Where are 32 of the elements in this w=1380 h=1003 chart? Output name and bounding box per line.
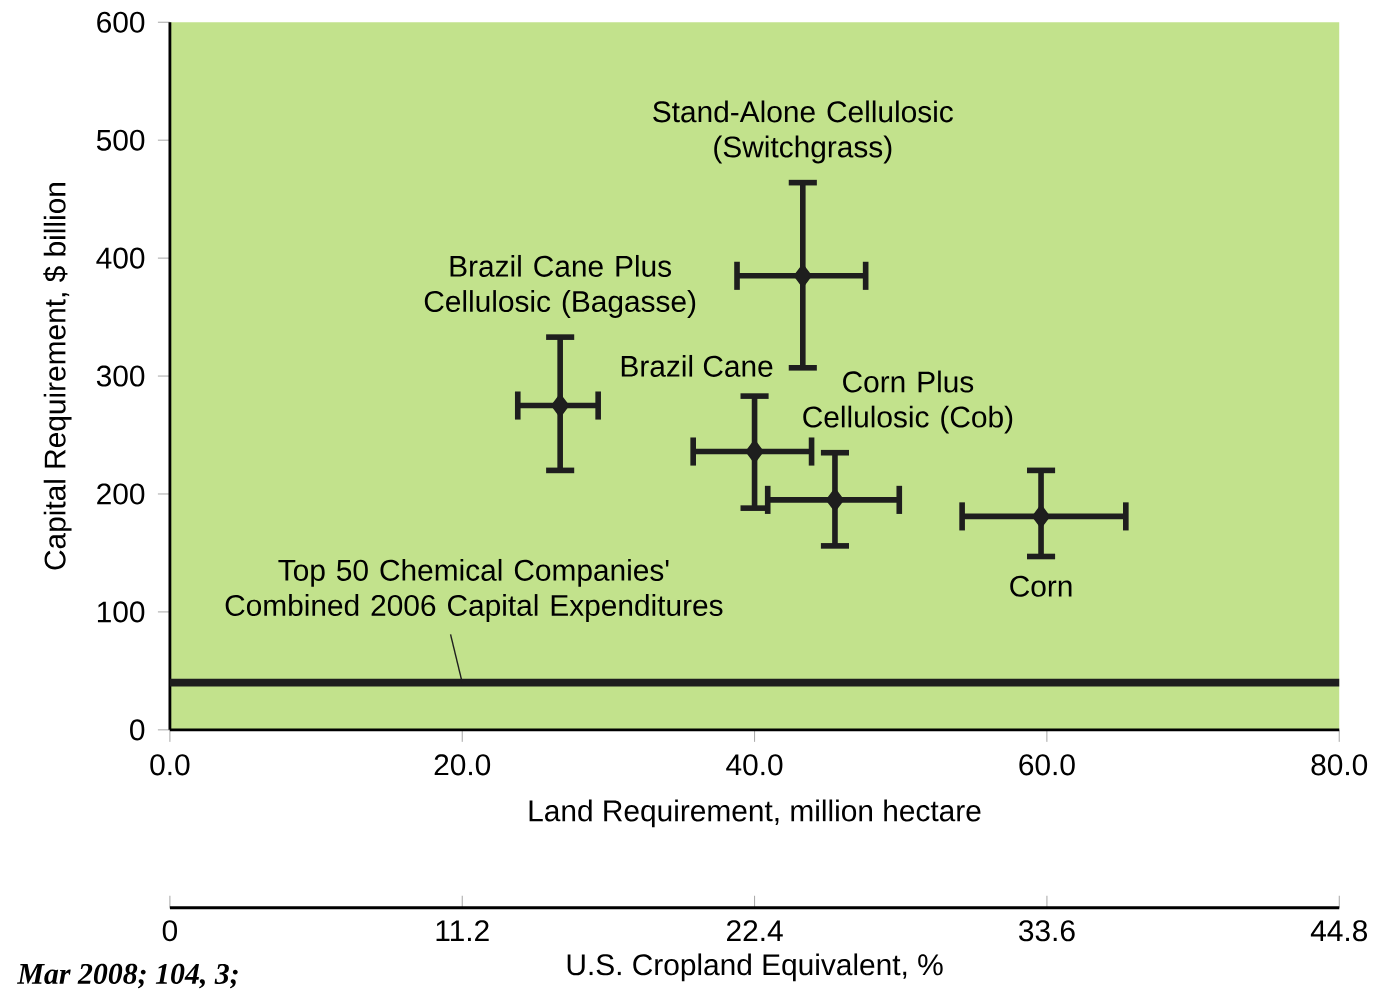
annotation: Corn [1010,575,1072,597]
x2-tick-label: 11.2 [436,920,489,942]
y-tick-label: 300 [96,365,145,387]
annotation: Brazil Cane Plus Cellulosic (Bagasse) [424,255,696,319]
x-axis-title: Land Requirement, million hectare [529,799,981,828]
annotation: Stand-Alone Cellulosic (Switchgrass) [653,100,953,164]
point [793,264,812,288]
x-tick-label: 40.0 [726,754,783,776]
point [825,488,845,512]
x2-tick-label: 44.8 [1310,920,1368,942]
x-tick-label: 0.0 [150,754,190,776]
x2-tick-label: 22.4 [727,920,783,942]
y-tick-label: 100 [97,601,145,623]
y-tick-label: 200 [97,483,145,505]
x2-axis-title: U.S. Cropland Equivalent, % [567,953,943,982]
annotation: Corn Plus Cellulosic (Cob) [803,370,1013,434]
x2-tick-label: 33.6 [1019,920,1075,942]
y-tick-label: 500 [96,129,145,151]
point [551,393,570,418]
x2-tick-label: 0 [162,920,178,942]
point [745,439,764,464]
point [1031,504,1051,529]
y-tick-label: 400 [96,247,145,269]
y-tick-label: 600 [97,11,145,33]
x-tick-label: 60.0 [1019,754,1075,776]
text: Mar 2008; 104, 3; [17,963,238,989]
x-tick-label: 20.0 [434,754,491,776]
x-tick-label: 80.0 [1311,754,1368,776]
annotation: Brazil Cane [621,355,773,378]
y-tick-label: 0 [130,719,145,741]
y-axis-title: Capital Requirement, $ billion [43,183,72,570]
ref-line-label: Top 50 Chemical Companies' Combined 2006 Capital Expenditures [225,559,723,623]
